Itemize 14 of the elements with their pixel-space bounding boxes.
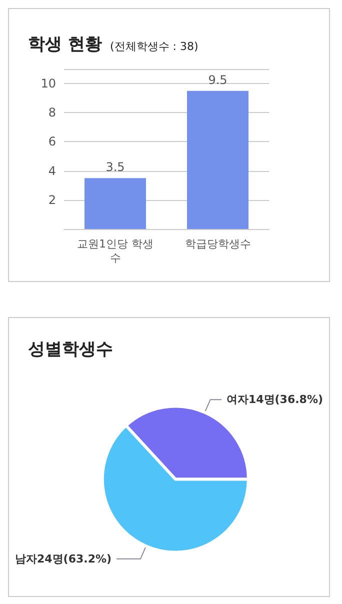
y-tick-label: 4 bbox=[48, 164, 56, 178]
x-tick-label: 학급당학생수 bbox=[184, 238, 251, 250]
x-tick-label: 교원1인당 학생수 bbox=[77, 238, 154, 264]
y-tick-label: 10 bbox=[40, 76, 56, 91]
data-label: 9.5 bbox=[208, 72, 228, 87]
chart-subtitle: (전체학생수 : 38) bbox=[110, 40, 198, 53]
y-tick-label: 8 bbox=[48, 106, 56, 120]
data-label: 3.5 bbox=[106, 160, 125, 174]
chart-title: 성별학생수 bbox=[28, 340, 113, 360]
slice-label: 남자24명(63.2%) bbox=[15, 552, 112, 566]
slice-label: 여자14명(36.8%) bbox=[226, 393, 323, 406]
y-tick-label: 6 bbox=[48, 134, 56, 149]
y-tick-label: 2 bbox=[48, 192, 56, 207]
chart-title: 학생 현황 bbox=[28, 34, 102, 54]
